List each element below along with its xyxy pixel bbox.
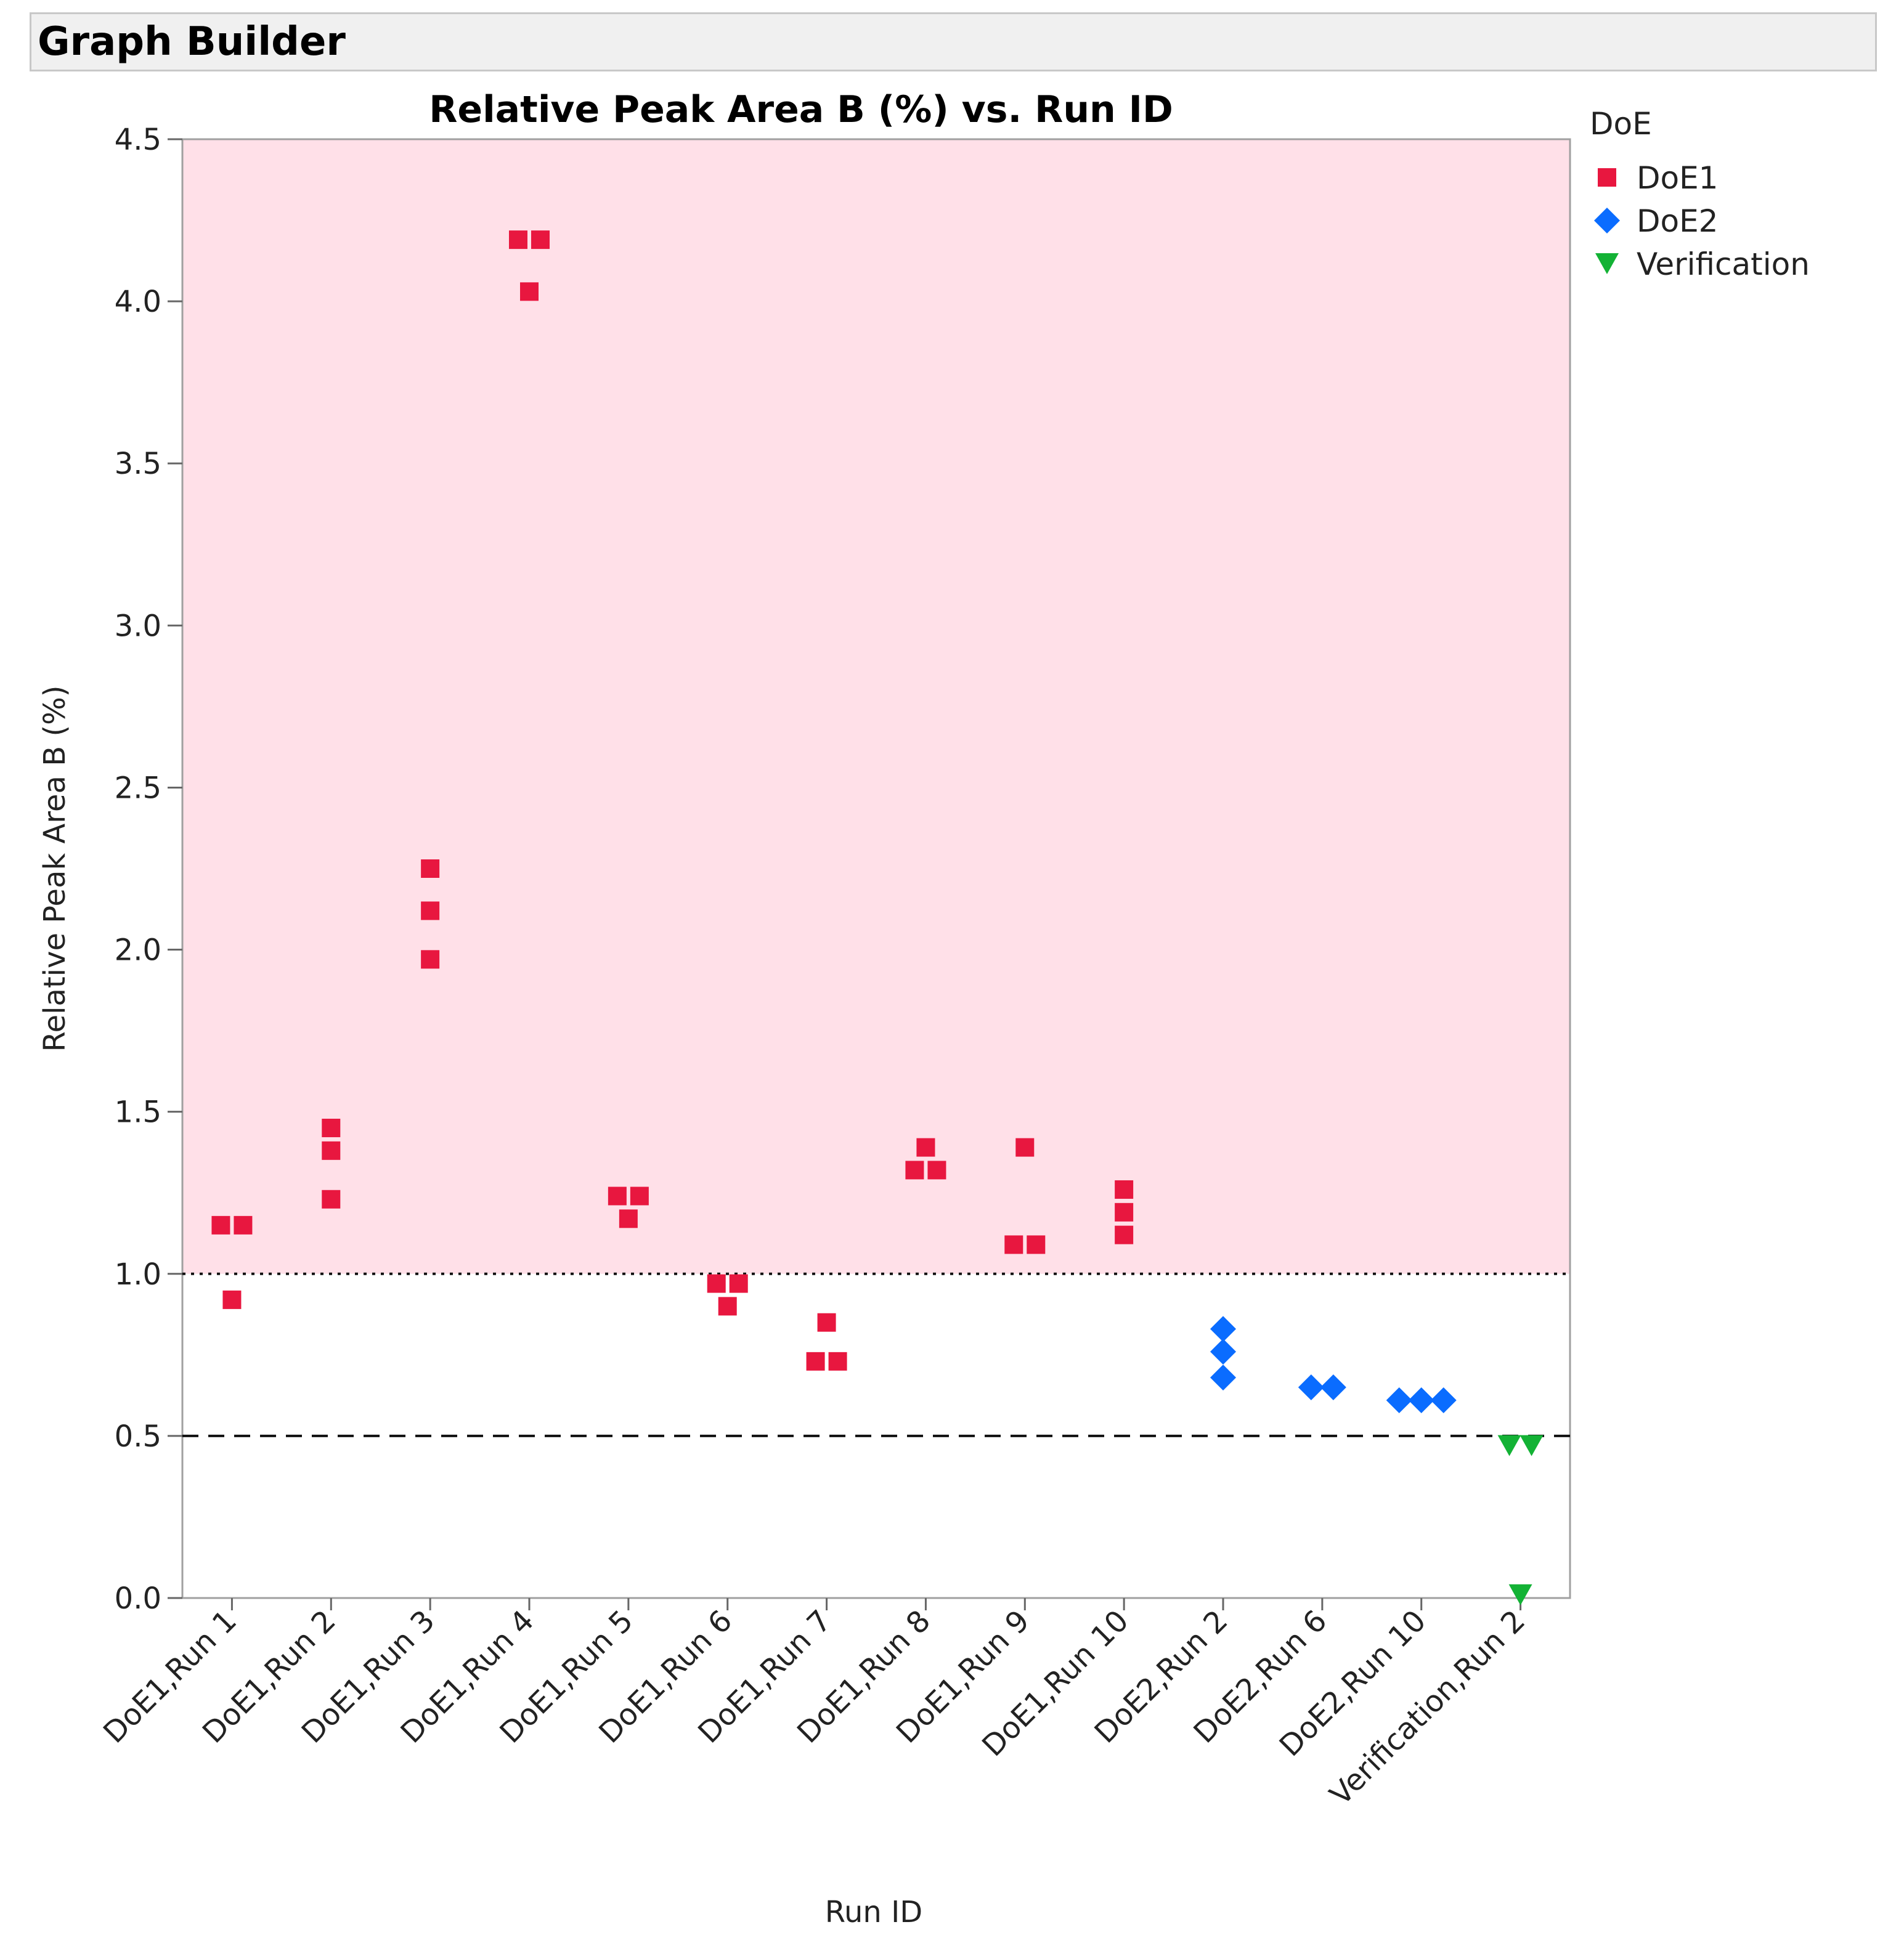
data-point-doe1 [905, 1161, 924, 1180]
data-point-doe1 [421, 950, 440, 969]
y-axis-label: Relative Peak Area B (%) [38, 685, 72, 1052]
y-tick-label: 0.5 [115, 1419, 161, 1454]
legend-label-doe1: DoE1 [1637, 160, 1719, 196]
data-point-doe1 [509, 230, 527, 249]
data-point-verification [1508, 1584, 1532, 1605]
data-point-doe1 [1115, 1180, 1134, 1199]
data-point-doe1 [234, 1215, 253, 1235]
legend: DoE DoE1 DoE2 Verification [1590, 106, 1810, 282]
y-tick-label: 4.0 [115, 285, 161, 319]
data-point-doe1 [718, 1297, 737, 1316]
reference-lines [182, 1272, 1570, 1437]
data-point-doe2 [1298, 1374, 1324, 1400]
y-axis: 0.0 0.5 1.0 1.5 2.0 2.5 3.0 3.5 4.0 4.5 [115, 123, 182, 1616]
data-point-doe1 [211, 1215, 230, 1235]
data-point-doe1 [1115, 1203, 1134, 1222]
y-tick-label: 1.5 [115, 1095, 161, 1130]
y-tick-label: 2.0 [115, 933, 161, 968]
data-point-doe1 [1115, 1225, 1134, 1244]
data-points [211, 230, 1544, 1605]
data-point-doe2 [1320, 1374, 1346, 1400]
data-point-doe1 [729, 1274, 748, 1293]
legend-marker-doe1 [1598, 168, 1616, 187]
data-point-doe1 [531, 230, 550, 249]
plot-shaded-region [182, 139, 1570, 1274]
legend-title: DoE [1590, 106, 1652, 142]
x-tick-label: Verification,Run 2 [1323, 1604, 1532, 1812]
data-point-doe1 [222, 1290, 242, 1309]
data-point-doe1 [806, 1352, 825, 1371]
data-point-doe2 [1408, 1387, 1434, 1414]
legend-label-verification: Verification [1637, 246, 1810, 282]
data-point-doe1 [927, 1161, 946, 1180]
data-point-doe2 [1210, 1339, 1236, 1365]
y-tick-label: 3.0 [115, 609, 161, 643]
data-point-verification [1497, 1435, 1521, 1456]
data-point-doe1 [608, 1186, 627, 1206]
data-point-doe1 [707, 1274, 726, 1293]
data-point-doe2 [1210, 1365, 1236, 1391]
data-point-doe1 [520, 282, 539, 301]
data-point-doe1 [322, 1141, 341, 1160]
data-point-doe1 [322, 1118, 341, 1137]
x-axis-label: Run ID [825, 1895, 922, 1929]
plot-frame [181, 138, 1571, 1599]
legend-marker-verification [1595, 253, 1619, 274]
data-point-doe1 [421, 901, 440, 920]
data-point-doe1 [817, 1313, 836, 1332]
data-point-doe1 [916, 1138, 935, 1157]
y-tick-label: 3.5 [115, 447, 161, 481]
data-point-doe1 [630, 1186, 649, 1206]
data-point-doe1 [1015, 1138, 1035, 1157]
y-tick-label: 4.5 [115, 123, 161, 157]
y-tick-label: 2.5 [115, 771, 161, 805]
chart-title: Relative Peak Area B (%) vs. Run ID [429, 88, 1173, 131]
data-point-doe1 [1004, 1235, 1023, 1254]
data-point-doe2 [1210, 1316, 1236, 1342]
data-point-doe1 [322, 1190, 341, 1209]
data-point-doe2 [1430, 1387, 1457, 1414]
y-tick-label: 0.0 [115, 1581, 161, 1616]
data-point-doe2 [1386, 1387, 1412, 1414]
legend-marker-doe2 [1594, 208, 1620, 233]
data-point-doe1 [828, 1352, 847, 1371]
graph-builder-title: Graph Builder [38, 19, 346, 65]
legend-label-doe2: DoE2 [1637, 203, 1719, 239]
y-tick-label: 1.0 [115, 1257, 161, 1292]
data-point-doe1 [1027, 1235, 1046, 1254]
data-point-doe1 [421, 859, 440, 878]
graph-builder-header: Graph Builder [30, 12, 1877, 71]
data-point-doe1 [619, 1209, 638, 1228]
data-point-verification [1520, 1435, 1544, 1456]
